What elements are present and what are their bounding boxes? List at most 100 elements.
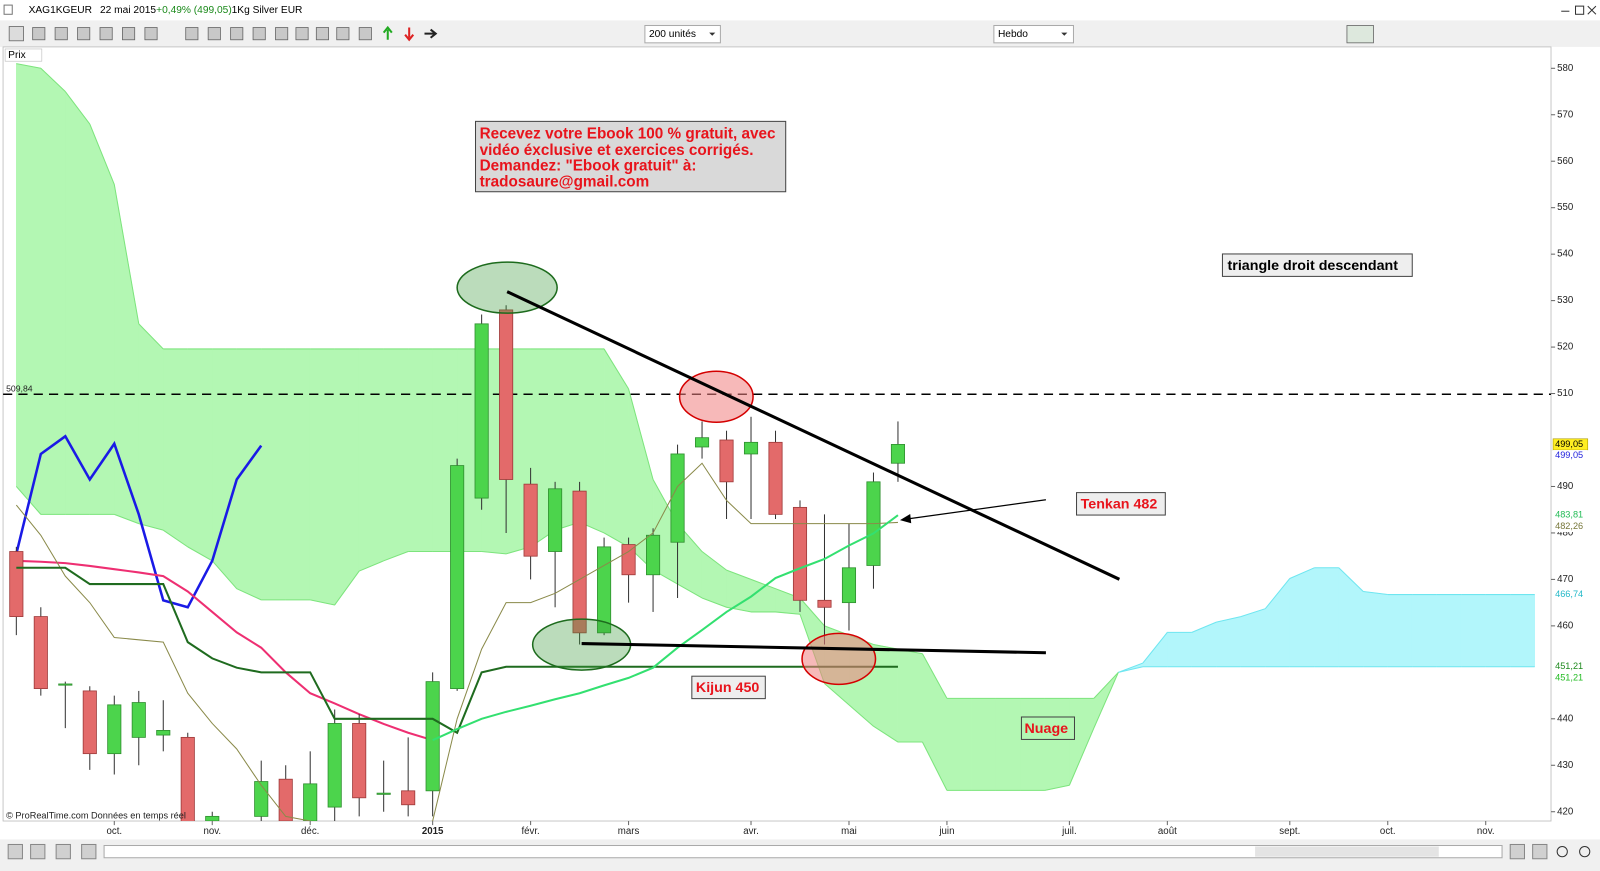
candle-body <box>352 723 367 799</box>
candle-body <box>58 683 73 686</box>
bottom-icon[interactable] <box>1509 843 1525 860</box>
cloud-edge <box>603 348 630 390</box>
symbol[interactable]: XAG1KGEUR <box>29 5 92 16</box>
x-tick-label: juin <box>938 826 954 837</box>
x-tick-label: sept. <box>1279 826 1300 837</box>
cloud-segment <box>89 123 115 515</box>
zoom-in[interactable] <box>1579 846 1591 858</box>
cloud-segment <box>1167 632 1193 668</box>
dropdown-arrow <box>709 32 716 36</box>
price-tag-label: 482,26 <box>1555 521 1583 531</box>
price-tag-label: 466,74 <box>1555 589 1583 599</box>
y-tick-label: 510 <box>1557 388 1574 399</box>
cloud-edge <box>750 578 776 590</box>
scrollbar[interactable] <box>103 844 1503 859</box>
cloud-edge <box>162 529 189 548</box>
candle-body <box>156 730 171 736</box>
cloud-edge <box>1338 567 1364 592</box>
candle-body <box>792 506 808 601</box>
tool-icon[interactable] <box>295 27 309 41</box>
tool-icon[interactable] <box>230 27 244 41</box>
y-tick-label: 560 <box>1557 156 1574 167</box>
tool-icon[interactable] <box>77 27 91 41</box>
tool-icon[interactable] <box>32 27 46 41</box>
arrow-down-tool[interactable] <box>404 27 415 42</box>
cloud-edge <box>922 653 948 699</box>
chart-type-icon[interactable] <box>1346 25 1374 44</box>
candle-body <box>768 441 783 515</box>
close[interactable] <box>1587 5 1597 15</box>
nuage-box <box>1020 716 1075 740</box>
nuage-label: Nuage <box>1024 721 1068 737</box>
indicator-line <box>16 559 433 742</box>
tool-icon[interactable] <box>185 27 199 41</box>
y-tick-label: 570 <box>1557 109 1574 120</box>
y-tick-label: 460 <box>1557 620 1574 631</box>
period-value[interactable]: Hebdo <box>998 29 1028 40</box>
cloud-edge <box>1191 621 1217 633</box>
candle-body <box>9 551 24 617</box>
zoom-out[interactable] <box>1556 846 1568 858</box>
cloud-segment <box>309 348 335 606</box>
bottom-icon[interactable] <box>81 843 97 860</box>
tool-icon[interactable] <box>252 27 266 41</box>
price-tag-label: 451,21 <box>1555 672 1583 682</box>
price-tag <box>1553 672 1588 684</box>
axes: 420 430 440 460 470 480 490 510 520 530 540 550 560 5… <box>6 63 1589 837</box>
bottom-icon[interactable] <box>1532 843 1548 860</box>
menu-icon[interactable] <box>3 4 13 15</box>
arrow-right-tool[interactable] <box>424 28 438 39</box>
ebook-line: Recevez votre Ebook 100 % gratuit, avec <box>480 126 776 143</box>
candle-body <box>890 444 905 464</box>
x-tick-label: juil. <box>1061 826 1077 837</box>
tool-icon[interactable] <box>54 27 68 41</box>
reference-label: 509,84 <box>6 383 33 393</box>
ebook-line: Demandez: "Ebook gratuit" à: <box>480 157 697 174</box>
cloud-edge <box>236 588 262 601</box>
tool-icon[interactable] <box>122 27 136 41</box>
triangle-label: triangle droit descendant <box>1228 258 1399 274</box>
cloud-edge <box>40 67 66 92</box>
cloud-edge <box>848 704 874 727</box>
tool-icon[interactable] <box>336 27 350 41</box>
units-value[interactable]: 200 unités <box>649 29 696 40</box>
x-tick-label: oct. <box>1380 826 1396 837</box>
footer: © ProRealTime.com Données en temps réel <box>6 810 186 820</box>
arrow-up-tool[interactable] <box>382 25 393 40</box>
tool-icon[interactable] <box>315 27 329 41</box>
cloud-edge <box>358 560 384 572</box>
tool-icon[interactable] <box>144 27 158 41</box>
tool-icon[interactable] <box>99 27 113 41</box>
cloud-segment <box>40 67 66 515</box>
bottom-icon[interactable] <box>7 843 23 860</box>
cloud-edge <box>138 323 164 350</box>
cloud-segment <box>1485 594 1511 668</box>
bottom-icon[interactable] <box>55 843 71 860</box>
candle-body <box>254 781 269 817</box>
tool-icon[interactable] <box>275 27 289 41</box>
cloud-edge <box>873 725 899 743</box>
cloud-edge <box>1289 567 1315 579</box>
period-dropdown[interactable] <box>993 24 1074 44</box>
tool-icon[interactable] <box>207 27 221 41</box>
indicator-line <box>15 462 898 822</box>
tool-icon[interactable] <box>8 26 24 42</box>
cloud-edge <box>701 597 727 608</box>
maximize[interactable] <box>1575 5 1585 15</box>
highlight-ellipse <box>456 261 558 314</box>
toolbar <box>0 20 1600 47</box>
tenkan-box <box>1076 492 1166 516</box>
cloud-segment <box>358 348 384 572</box>
y-tick-label: 580 <box>1557 63 1574 74</box>
units-dropdown[interactable] <box>644 24 721 44</box>
candle-body <box>817 599 832 608</box>
indicator-line <box>15 434 263 609</box>
tool-icon[interactable] <box>358 27 372 41</box>
bottom-icon[interactable] <box>30 843 46 860</box>
panel-tab[interactable] <box>4 48 43 62</box>
cloud-edge <box>1093 671 1119 699</box>
cloud-segment <box>407 348 433 552</box>
y-tick-label: 530 <box>1557 295 1574 306</box>
scroll-thumb[interactable] <box>1255 846 1439 857</box>
cloud-segment <box>1044 698 1070 791</box>
